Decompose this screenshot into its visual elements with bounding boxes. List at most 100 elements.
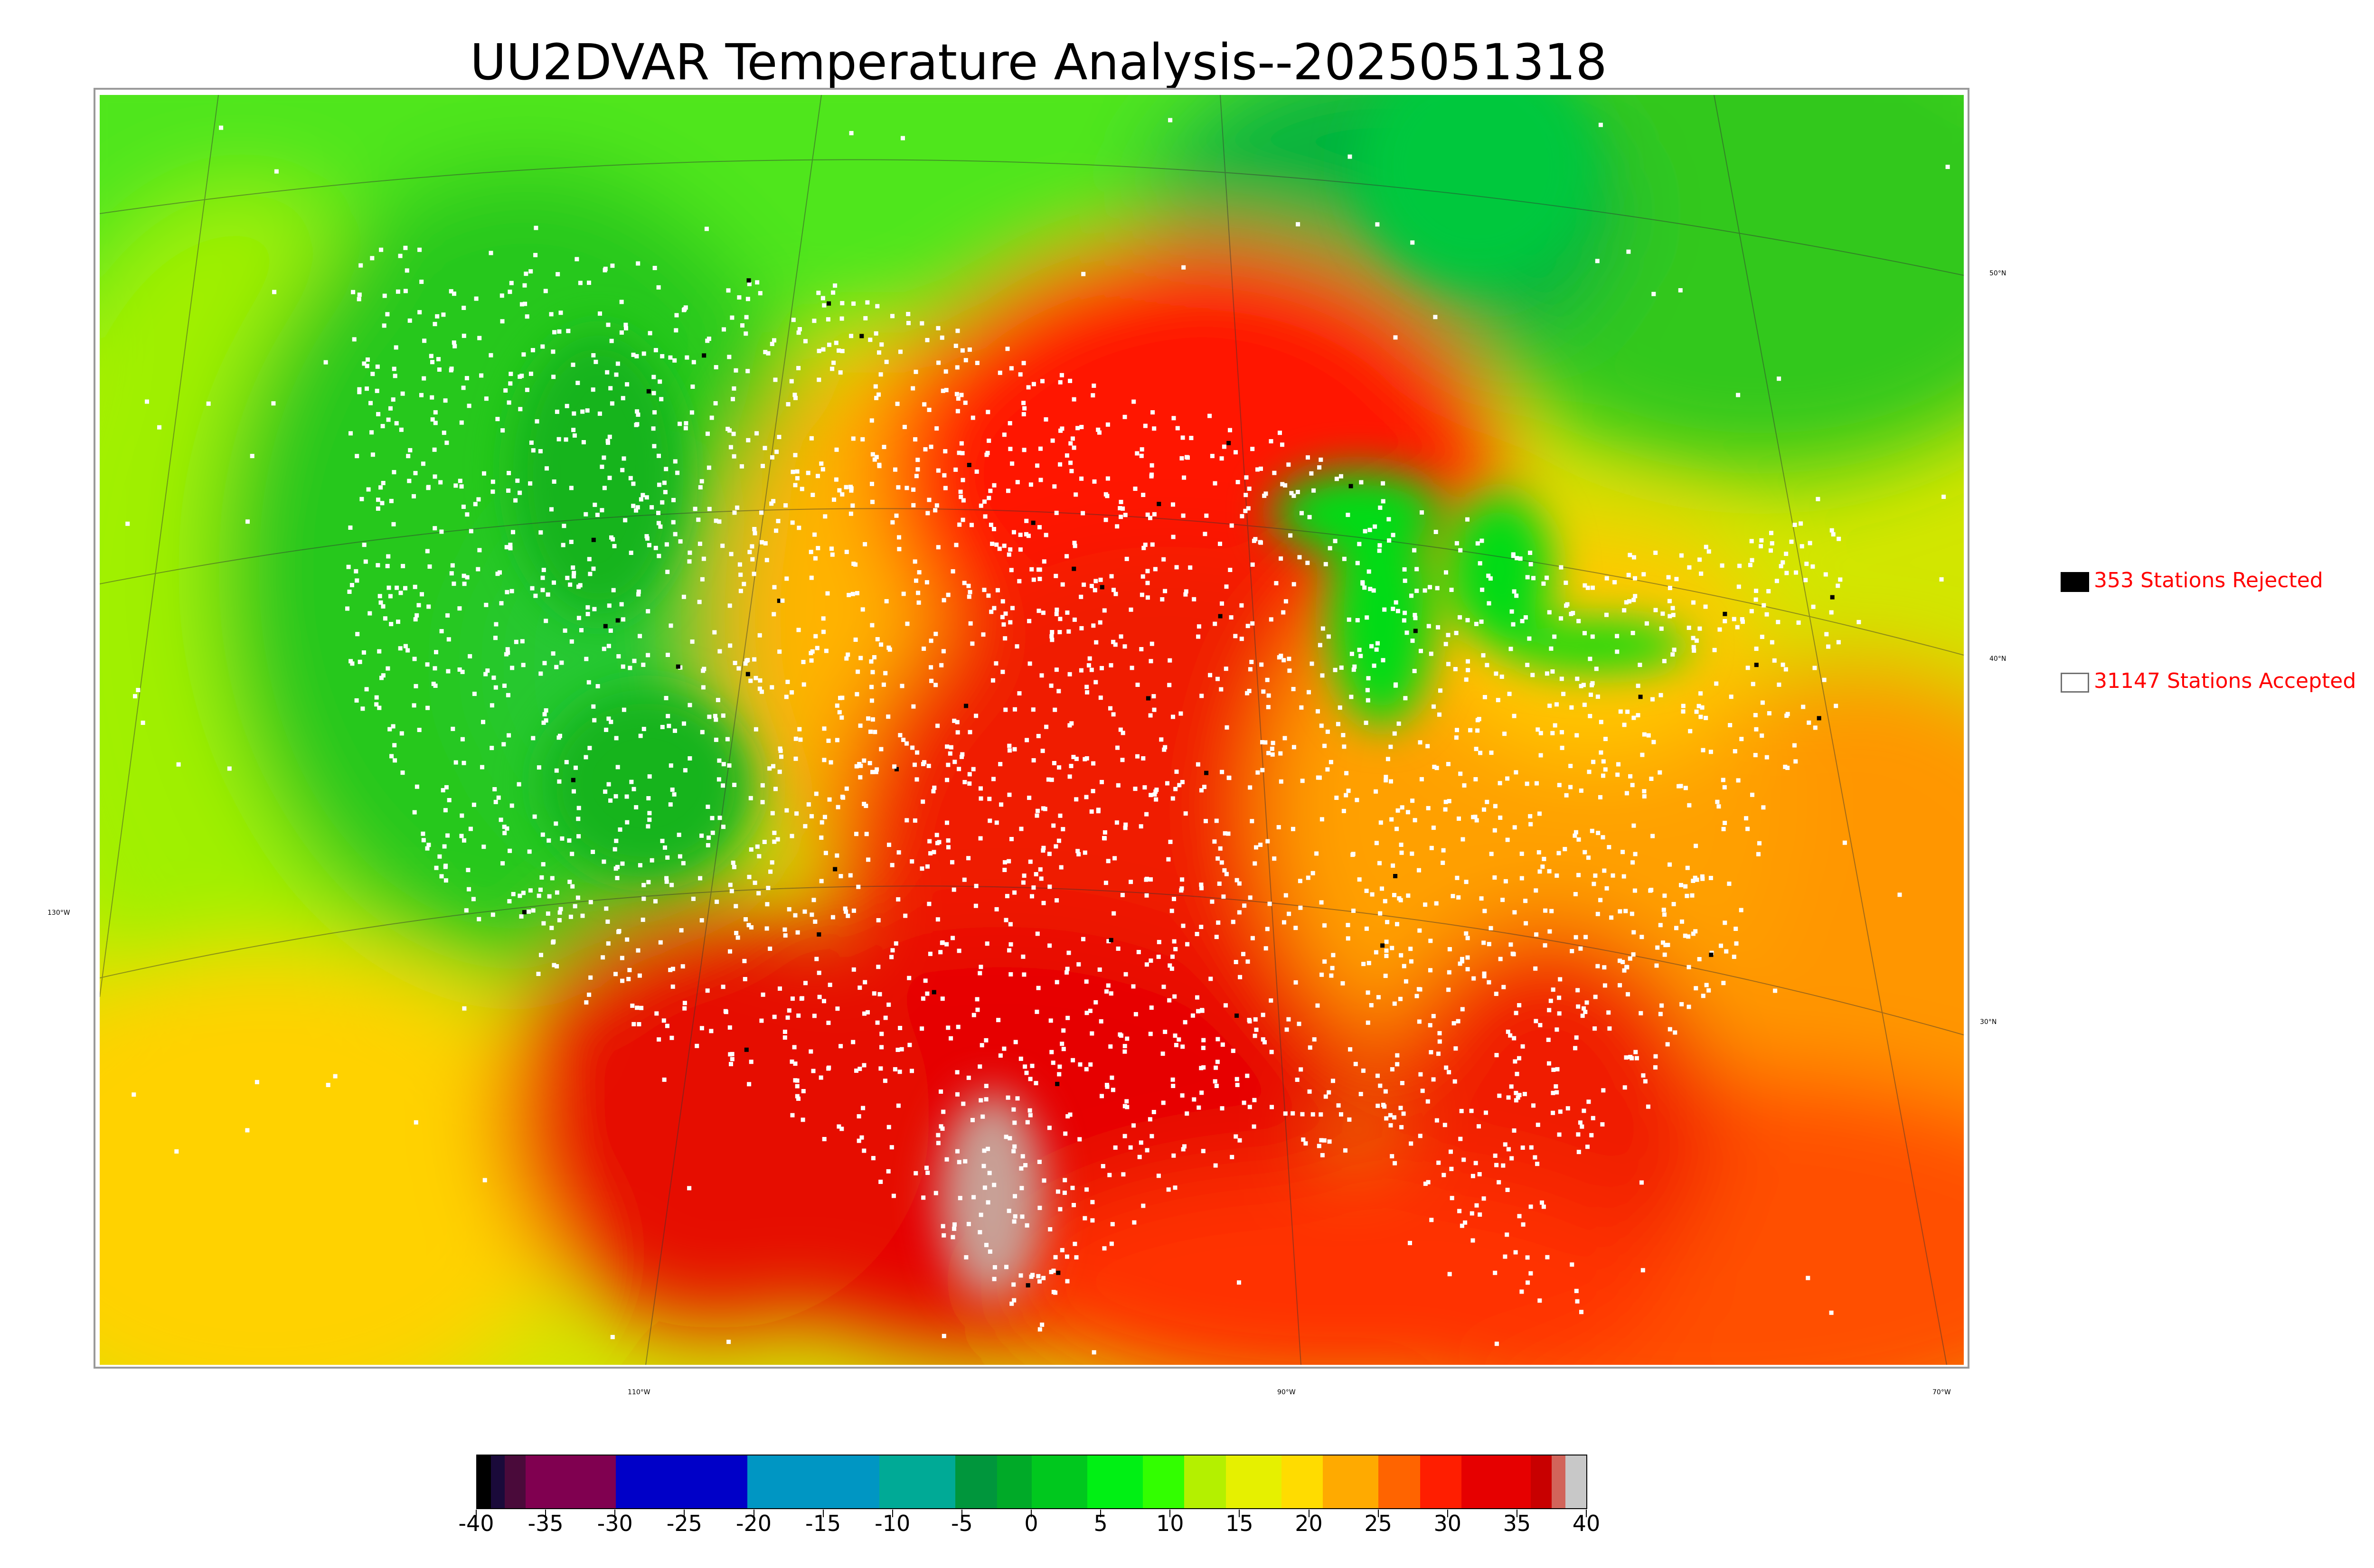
station-accepted bbox=[1592, 882, 1596, 886]
station-accepted bbox=[828, 983, 832, 987]
station-accepted bbox=[1007, 948, 1012, 953]
station-accepted bbox=[1630, 630, 1635, 635]
station-accepted bbox=[949, 1036, 953, 1041]
station-accepted bbox=[443, 864, 448, 869]
station-accepted bbox=[416, 603, 421, 608]
station-accepted bbox=[1897, 892, 1902, 897]
station-accepted bbox=[1282, 736, 1287, 741]
station-accepted bbox=[1003, 707, 1008, 712]
station-accepted bbox=[816, 546, 820, 551]
station-accepted bbox=[1512, 589, 1517, 594]
station-accepted bbox=[1021, 954, 1026, 959]
station-accepted bbox=[1560, 745, 1564, 750]
station-accepted bbox=[376, 412, 381, 416]
station-accepted bbox=[1512, 714, 1517, 718]
station-accepted bbox=[960, 348, 965, 353]
station-accepted bbox=[542, 661, 547, 666]
station-accepted bbox=[920, 1026, 924, 1031]
station-accepted bbox=[874, 770, 878, 774]
station-accepted bbox=[1588, 657, 1592, 661]
station-accepted bbox=[651, 391, 656, 395]
station-accepted bbox=[858, 723, 863, 728]
station-accepted bbox=[1701, 748, 1705, 752]
station-accepted bbox=[433, 410, 438, 415]
station-accepted bbox=[558, 310, 563, 315]
station-accepted bbox=[795, 1094, 800, 1099]
station-accepted bbox=[554, 768, 559, 773]
station-accepted bbox=[1352, 664, 1357, 669]
station-accepted bbox=[925, 338, 930, 342]
station-accepted bbox=[1489, 852, 1494, 856]
station-accepted bbox=[886, 1125, 891, 1129]
station-accepted bbox=[759, 510, 764, 515]
station-accepted bbox=[939, 1124, 943, 1129]
station-accepted bbox=[1538, 1023, 1543, 1027]
station-accepted bbox=[750, 557, 755, 562]
station-accepted bbox=[771, 764, 775, 769]
station-accepted bbox=[1239, 637, 1244, 641]
station-accepted bbox=[988, 1249, 992, 1254]
station-accepted bbox=[1201, 1045, 1206, 1050]
station-accepted bbox=[460, 669, 465, 674]
station-accepted bbox=[1543, 908, 1548, 913]
station-accepted bbox=[609, 535, 613, 540]
station-accepted bbox=[658, 379, 662, 384]
station-accepted bbox=[1573, 892, 1578, 896]
station-accepted bbox=[970, 415, 975, 420]
station-accepted bbox=[1438, 688, 1442, 693]
station-accepted bbox=[1000, 599, 1005, 604]
station-accepted bbox=[569, 639, 574, 644]
station-rejected bbox=[522, 910, 527, 914]
station-accepted bbox=[620, 861, 625, 866]
station-accepted bbox=[395, 585, 399, 590]
station-accepted bbox=[1265, 839, 1270, 844]
station-accepted bbox=[1534, 932, 1539, 937]
station-accepted bbox=[1281, 610, 1286, 615]
station-accepted bbox=[1662, 659, 1667, 664]
station-accepted bbox=[1417, 868, 1421, 873]
station-accepted bbox=[997, 546, 1002, 551]
station-accepted bbox=[565, 404, 569, 408]
station-accepted bbox=[1642, 732, 1647, 737]
station-accepted bbox=[1469, 1108, 1474, 1113]
station-accepted bbox=[826, 317, 830, 322]
station-accepted bbox=[1311, 488, 1316, 493]
station-accepted bbox=[707, 714, 712, 719]
station-accepted bbox=[980, 1043, 984, 1048]
station-accepted bbox=[1464, 931, 1469, 936]
station-accepted bbox=[1007, 1209, 1011, 1213]
station-accepted bbox=[1199, 925, 1204, 929]
station-accepted bbox=[646, 653, 650, 657]
station-accepted bbox=[1378, 820, 1383, 825]
station-accepted bbox=[1044, 724, 1049, 729]
station-accepted bbox=[1058, 617, 1063, 621]
station-accepted bbox=[1481, 940, 1486, 945]
station-accepted bbox=[1518, 556, 1523, 561]
station-accepted bbox=[1199, 694, 1204, 698]
station-accepted bbox=[1253, 861, 1257, 866]
station-accepted bbox=[421, 838, 426, 843]
station-accepted bbox=[1403, 696, 1408, 701]
station-accepted bbox=[1139, 1140, 1143, 1145]
station-accepted bbox=[634, 508, 639, 513]
station-accepted bbox=[1022, 448, 1027, 452]
station-accepted bbox=[1506, 1029, 1510, 1034]
station-accepted bbox=[678, 854, 682, 859]
station-accepted bbox=[923, 978, 928, 983]
station-accepted bbox=[922, 647, 926, 651]
station-accepted bbox=[714, 717, 718, 722]
station-accepted bbox=[443, 808, 448, 813]
station-accepted bbox=[943, 486, 948, 490]
station-accepted bbox=[1603, 767, 1608, 772]
station-accepted bbox=[1172, 939, 1177, 944]
station-accepted bbox=[945, 744, 950, 749]
station-accepted bbox=[879, 1045, 884, 1050]
station-accepted bbox=[1306, 455, 1310, 460]
station-accepted bbox=[1021, 412, 1026, 416]
station-accepted bbox=[742, 958, 747, 963]
station-accepted bbox=[652, 410, 657, 415]
station-accepted bbox=[484, 396, 489, 401]
station-accepted bbox=[412, 703, 416, 708]
station-accepted bbox=[1240, 514, 1244, 518]
station-accepted bbox=[467, 887, 471, 892]
